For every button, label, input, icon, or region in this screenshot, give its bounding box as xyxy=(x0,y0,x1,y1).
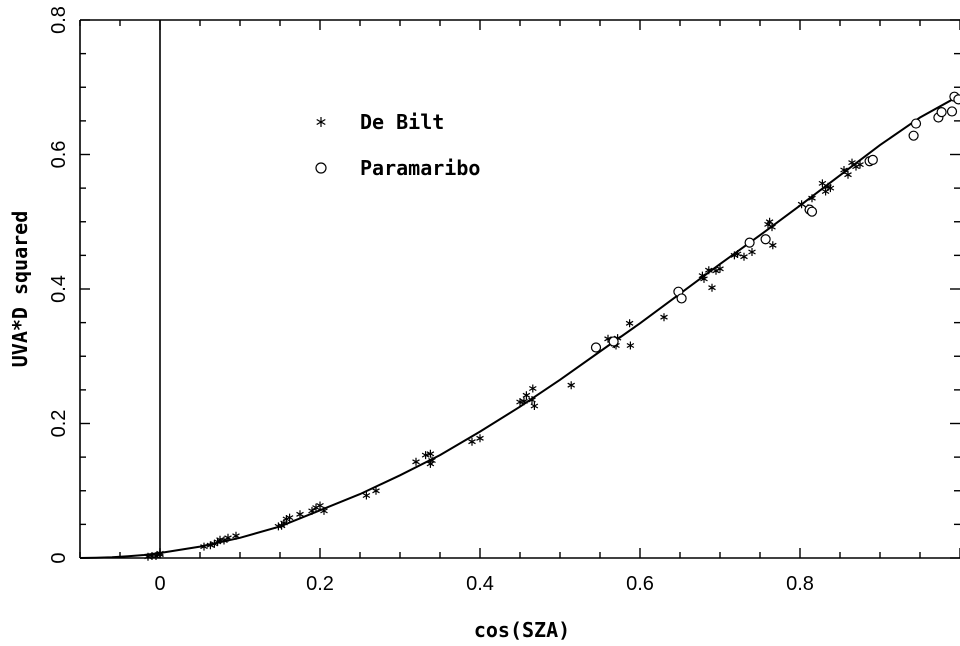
series-de-bilt xyxy=(144,158,864,561)
data-point-de-bilt xyxy=(224,533,232,542)
x-tick-label: 0.6 xyxy=(626,573,654,595)
legend: De Bilt Paramaribo xyxy=(315,110,480,180)
data-point-de-bilt xyxy=(362,491,371,500)
data-point-de-bilt xyxy=(296,510,304,519)
y-tick-label: 0.6 xyxy=(48,141,70,169)
legend-asterisk-glyph xyxy=(316,117,326,127)
data-point-de-bilt xyxy=(716,264,724,273)
y-axis-tick-labels: 0 0.2 0.4 0.6 0.8 xyxy=(48,6,70,563)
plot-frame xyxy=(79,19,960,559)
data-point-de-bilt xyxy=(808,194,816,203)
data-point-de-bilt xyxy=(848,158,856,167)
data-point-de-bilt xyxy=(856,160,864,169)
data-point-de-bilt xyxy=(412,457,420,466)
data-point-paramaribo xyxy=(608,336,619,347)
data-point-de-bilt xyxy=(428,456,436,465)
data-point-de-bilt xyxy=(625,319,634,328)
legend-label-de-bilt: De Bilt xyxy=(360,110,444,134)
data-point-de-bilt xyxy=(372,486,380,495)
data-point-de-bilt xyxy=(468,437,476,446)
data-point-de-bilt xyxy=(705,266,713,275)
data-point-paramaribo xyxy=(908,130,919,141)
data-point-de-bilt xyxy=(426,449,435,458)
data-point-de-bilt xyxy=(660,313,668,322)
data-point-paramaribo xyxy=(676,293,687,304)
x-axis-tick-labels: 0 0.2 0.4 0.6 0.8 xyxy=(154,573,813,595)
data-point-de-bilt xyxy=(740,252,748,261)
data-point-de-bilt xyxy=(520,397,528,406)
data-point-de-bilt xyxy=(708,283,716,292)
legend-marker-asterisk xyxy=(316,117,326,127)
data-point-de-bilt xyxy=(567,381,575,390)
data-point-paramaribo xyxy=(953,94,960,105)
data-point-paramaribo xyxy=(910,118,922,129)
data-point-de-bilt xyxy=(844,170,852,179)
y-tick-label: 0.8 xyxy=(48,6,70,34)
data-point-paramaribo xyxy=(936,107,947,118)
y-axis-ticks xyxy=(80,19,960,559)
fit-curve xyxy=(79,94,960,559)
data-point-de-bilt xyxy=(285,513,294,522)
data-point-de-bilt xyxy=(748,248,756,256)
data-point-de-bilt xyxy=(528,396,536,404)
x-tick-label: 0.8 xyxy=(786,573,814,595)
data-point-de-bilt xyxy=(206,541,215,550)
x-axis-label: cos(SZA) xyxy=(474,618,570,642)
data-point-de-bilt xyxy=(232,531,240,540)
y-axis-label: UVA*D squared xyxy=(8,211,32,368)
data-point-de-bilt xyxy=(316,501,324,510)
x-tick-label: 0.4 xyxy=(466,573,494,595)
series-paramaribo xyxy=(590,91,960,353)
data-point-paramaribo xyxy=(867,154,878,165)
data-point-de-bilt xyxy=(200,542,208,551)
data-point-de-bilt xyxy=(320,506,328,515)
data-point-de-bilt xyxy=(797,200,806,209)
data-point-de-bilt xyxy=(826,184,835,193)
data-point-de-bilt xyxy=(476,434,484,443)
data-point-de-bilt xyxy=(421,451,430,460)
data-point-de-bilt xyxy=(156,549,164,558)
data-point-paramaribo xyxy=(806,206,818,217)
data-point-paramaribo xyxy=(744,237,755,248)
y-tick-label: 0.4 xyxy=(48,275,70,303)
x-tick-label: 0 xyxy=(154,573,165,595)
data-point-de-bilt xyxy=(522,391,531,400)
data-point-de-bilt xyxy=(840,166,848,174)
data-point-paramaribo xyxy=(590,342,602,353)
data-point-de-bilt xyxy=(768,223,776,232)
data-point-de-bilt xyxy=(700,274,708,283)
y-tick-label: 0 xyxy=(48,552,70,563)
data-point-de-bilt xyxy=(529,384,537,393)
x-tick-label: 0.2 xyxy=(306,573,334,595)
data-point-paramaribo xyxy=(760,234,771,245)
data-point-de-bilt xyxy=(530,402,539,410)
data-point-paramaribo xyxy=(946,106,958,117)
data-point-de-bilt xyxy=(769,241,777,250)
y-tick-label: 0.2 xyxy=(48,410,70,438)
data-point-de-bilt xyxy=(308,506,316,515)
legend-marker-circle xyxy=(315,162,327,174)
legend-label-paramaribo: Paramaribo xyxy=(360,156,480,180)
data-point-de-bilt xyxy=(733,250,742,258)
data-point-de-bilt xyxy=(626,341,635,350)
x-axis-ticks xyxy=(79,20,960,558)
